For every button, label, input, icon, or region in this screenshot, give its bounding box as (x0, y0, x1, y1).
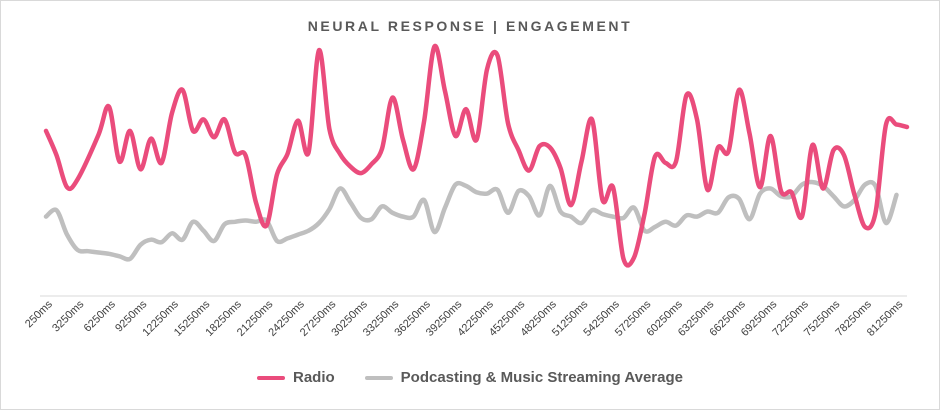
legend-label-radio: Radio (293, 369, 335, 386)
chart-title: NEURAL RESPONSE | ENGAGEMENT (307, 18, 633, 34)
legend-swatch-podcasting-music (364, 375, 393, 380)
series-line-podcasting-music (43, 179, 899, 262)
x-tick-label: 3250ms (50, 298, 87, 335)
series-line-radio (43, 44, 910, 268)
legend: Radio Podcasting & Music Streaming Avera… (0, 369, 940, 386)
legend-swatch-radio (257, 375, 285, 380)
legend-label-podcasting-music: Podcasting & Music Streaming Average (400, 369, 683, 386)
legend-item-radio: Radio (257, 369, 335, 386)
x-tick-labels: 250ms3250ms6250ms9250ms12250ms15250ms182… (23, 298, 906, 339)
legend-item-podcasting-music: Podcasting & Music Streaming Average (364, 369, 683, 386)
series-layer (43, 44, 910, 268)
x-tick-label: 6250ms (82, 298, 119, 335)
